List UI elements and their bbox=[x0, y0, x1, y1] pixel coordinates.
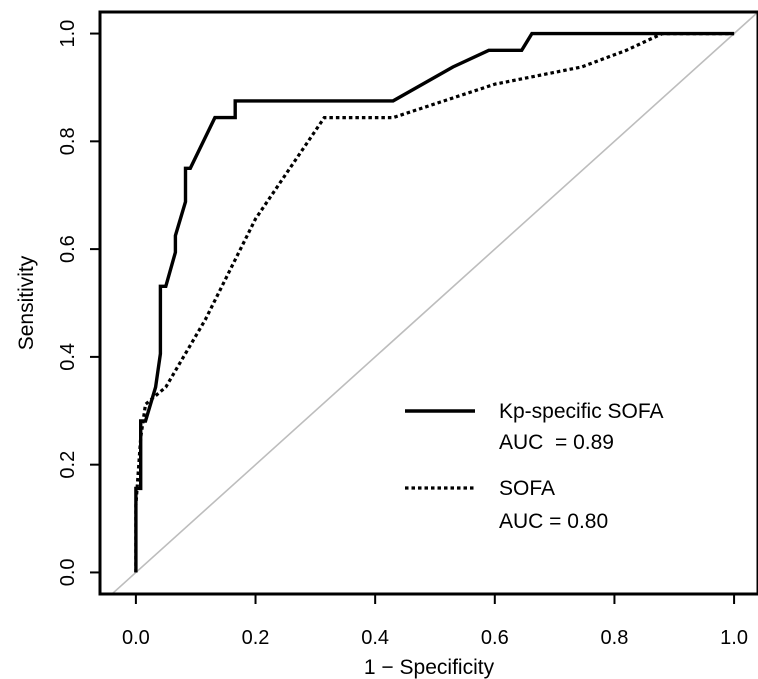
y-tick-label: 0.6 bbox=[57, 235, 79, 263]
series-line-sofa bbox=[134, 31, 735, 573]
reference-diagonal-layer bbox=[110, 12, 758, 594]
x-tick-label: 0.2 bbox=[242, 627, 270, 649]
x-tick-label: 0.4 bbox=[361, 627, 389, 649]
x-tick-label: 1.0 bbox=[720, 627, 748, 649]
y-axis: 0.0 0.2 0.4 0.6 0.8 1.0 bbox=[57, 20, 100, 586]
x-axis: 0.0 0.2 0.4 0.6 0.8 1.0 bbox=[122, 594, 748, 649]
legend: Kp-specific SOFA AUC = 0.89 SOFA AUC = 0.80 bbox=[405, 400, 664, 533]
reference-diagonal bbox=[110, 12, 758, 594]
y-tick-label: 0.8 bbox=[57, 127, 79, 155]
y-axis-title: Sensitivity bbox=[15, 255, 38, 350]
x-tick-label: 0.0 bbox=[122, 627, 150, 649]
y-tick-label: 0.0 bbox=[57, 558, 79, 586]
legend-label-sofa: SOFA bbox=[499, 477, 555, 500]
series-layer bbox=[134, 31, 735, 573]
legend-label-kp-specific-sofa: Kp-specific SOFA bbox=[499, 400, 664, 423]
y-tick-label: 1.0 bbox=[57, 20, 79, 48]
plot-frame bbox=[98, 10, 758, 596]
y-tick-label: 0.4 bbox=[57, 343, 79, 371]
x-tick-label: 0.8 bbox=[601, 627, 629, 649]
legend-auc-sofa: AUC = 0.80 bbox=[499, 510, 608, 533]
legend-auc-kp-specific-sofa: AUC = 0.89 bbox=[499, 431, 614, 454]
y-tick-label: 0.2 bbox=[57, 451, 79, 479]
x-tick-label: 0.6 bbox=[481, 627, 509, 649]
x-axis-title: 1 − Specificity bbox=[364, 656, 495, 679]
